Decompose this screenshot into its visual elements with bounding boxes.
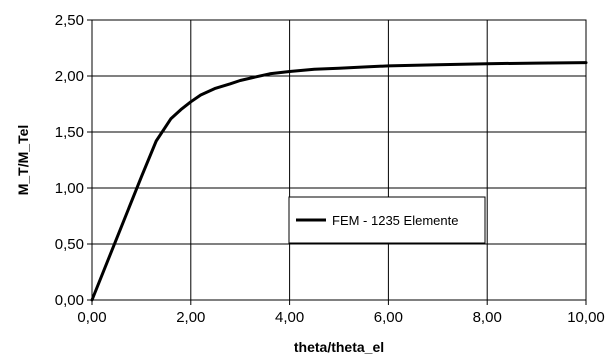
plot-border <box>91 19 587 301</box>
x-tick-label: 4,00 <box>275 309 304 326</box>
grid <box>92 20 586 300</box>
y-tick-label: 1,50 <box>55 124 84 141</box>
y-tick-label: 0,00 <box>55 292 84 309</box>
y-axis-label: M_T/M_Tel <box>15 125 31 196</box>
x-tick-label: 2,00 <box>176 309 205 326</box>
x-tick-label: 8,00 <box>473 309 502 326</box>
y-tick-label: 2,00 <box>55 68 84 85</box>
x-tick-label: 0,00 <box>77 309 106 326</box>
legend: FEM - 1235 Elemente <box>288 196 486 244</box>
series-line <box>90 61 588 302</box>
x-axis-ticks: 0,00 2,00 4,00 6,00 8,00 10,00 <box>77 300 605 326</box>
y-tick-label: 1,00 <box>55 180 84 197</box>
y-axis-ticks: 0,00 0,50 1,00 1,50 2,00 2,50 <box>55 12 92 309</box>
x-axis-label: theta/theta_el <box>294 339 384 355</box>
legend-label: FEM - 1235 Elemente <box>332 213 458 228</box>
x-tick-label: 6,00 <box>374 309 403 326</box>
y-tick-label: 0,50 <box>55 236 84 253</box>
x-tick-label: 10,00 <box>567 309 605 326</box>
plot-area <box>92 20 586 300</box>
series-layer <box>90 61 588 302</box>
y-tick-label: 2,50 <box>55 12 84 29</box>
